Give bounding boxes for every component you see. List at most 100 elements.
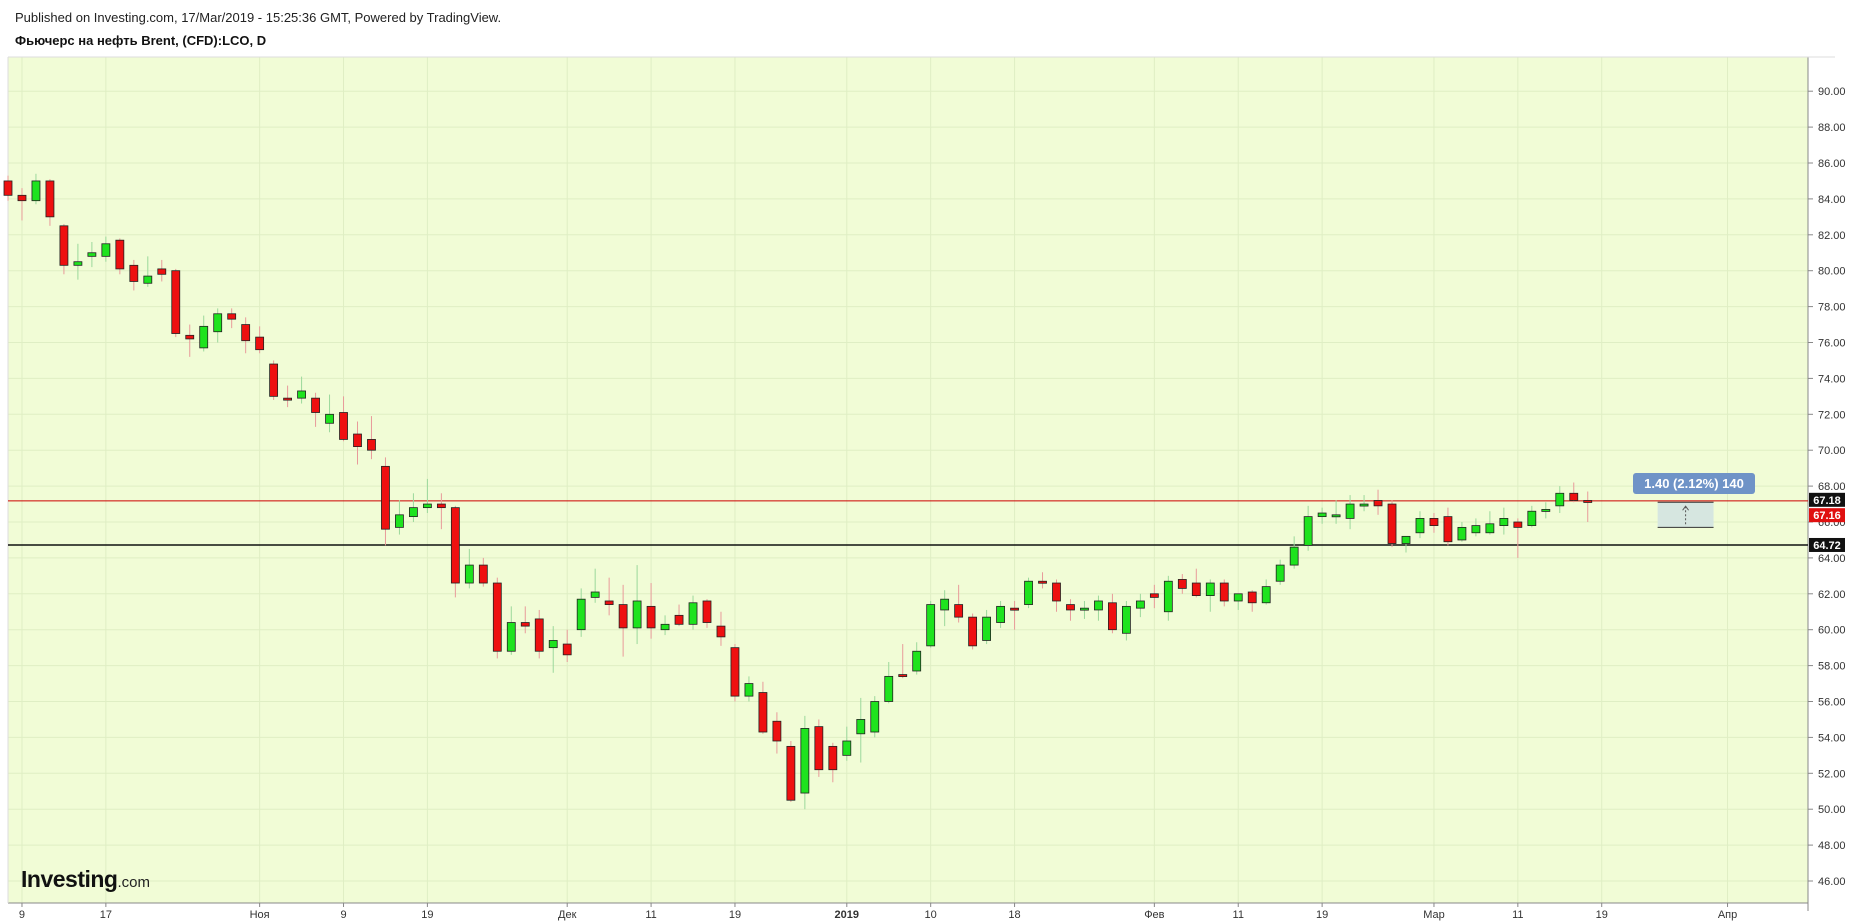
candle-up[interactable] [1471, 525, 1481, 534]
candle-down[interactable] [227, 313, 237, 320]
candle-up[interactable] [940, 598, 950, 611]
candle-up[interactable] [842, 740, 852, 756]
candle-down[interactable] [1247, 591, 1257, 604]
candle-down[interactable] [954, 604, 964, 618]
candle-up[interactable] [213, 313, 223, 333]
candle-up[interactable] [1205, 582, 1215, 596]
candle-up[interactable] [576, 598, 586, 631]
candle-down[interactable] [339, 412, 348, 440]
candle-up[interactable] [422, 503, 432, 509]
candle-up[interactable] [660, 623, 670, 631]
candle-down[interactable] [646, 605, 656, 629]
candle-up[interactable] [1122, 605, 1131, 634]
candle-up[interactable] [1233, 593, 1243, 602]
candle-down[interactable] [618, 604, 628, 629]
candle-up[interactable] [982, 616, 991, 641]
candle-up[interactable] [870, 701, 880, 733]
candle-down[interactable] [1513, 521, 1523, 528]
candle-down[interactable] [255, 336, 265, 351]
candle-up[interactable] [1457, 526, 1467, 541]
candle-down[interactable] [17, 194, 27, 202]
candle-down[interactable] [115, 239, 125, 270]
candle-up[interactable] [1261, 586, 1271, 604]
candle-down[interactable] [367, 439, 376, 451]
candle-up[interactable] [297, 390, 306, 399]
candle-up[interactable] [1094, 600, 1103, 611]
candle-up[interactable] [73, 261, 83, 266]
candle-down[interactable] [241, 324, 251, 342]
candle-down[interactable] [674, 614, 684, 625]
candle-down[interactable] [1569, 492, 1579, 501]
candle-down[interactable] [968, 616, 978, 647]
candle-down[interactable] [1149, 593, 1159, 598]
candle-down[interactable] [716, 625, 726, 638]
candle-down[interactable] [1191, 582, 1201, 596]
candle-up[interactable] [548, 640, 558, 649]
candle-down[interactable] [353, 433, 362, 448]
candle-up[interactable] [1359, 503, 1369, 507]
candle-up[interactable] [325, 413, 334, 424]
candle-down[interactable] [730, 647, 740, 697]
candle-down[interactable] [1108, 602, 1117, 631]
candle-down[interactable] [772, 720, 782, 742]
candle-up[interactable] [912, 650, 922, 672]
candle-down[interactable] [478, 564, 488, 584]
candle-down[interactable] [1387, 503, 1397, 544]
candle-down[interactable] [269, 363, 279, 397]
candle-up[interactable] [996, 605, 1005, 623]
candle-up[interactable] [744, 683, 754, 697]
candle-down[interactable] [1066, 604, 1075, 611]
candle-up[interactable] [632, 600, 642, 629]
candle-down[interactable] [157, 268, 167, 275]
candle-down[interactable] [898, 674, 908, 677]
candle-up[interactable] [1401, 535, 1411, 544]
candle-up[interactable] [1024, 580, 1033, 605]
candle-up[interactable] [1163, 580, 1173, 613]
candle-up[interactable] [506, 622, 516, 652]
candle-up[interactable] [926, 604, 936, 647]
candle-down[interactable] [1443, 516, 1453, 543]
candle-up[interactable] [800, 728, 810, 794]
candle-down[interactable] [381, 465, 390, 530]
candle-down[interactable] [814, 726, 824, 771]
candle-up[interactable] [1415, 518, 1425, 534]
candle-up[interactable] [1485, 523, 1495, 534]
candle-up[interactable] [1275, 564, 1285, 582]
candle-down[interactable] [311, 397, 320, 413]
candle-down[interactable] [1583, 500, 1593, 503]
candle-up[interactable] [1317, 512, 1327, 518]
candle-down[interactable] [283, 397, 293, 401]
candle-up[interactable] [1135, 600, 1145, 609]
candle-up[interactable] [1527, 510, 1537, 526]
candle-down[interactable] [1038, 580, 1047, 584]
candle-up[interactable] [1541, 509, 1551, 512]
candle-up[interactable] [409, 507, 418, 518]
candle-down[interactable] [562, 643, 572, 656]
candle-down[interactable] [492, 582, 502, 652]
candle-up[interactable] [199, 325, 209, 349]
plot-area[interactable] [8, 57, 1808, 903]
candle-up[interactable] [1303, 516, 1313, 546]
candle-down[interactable] [1219, 582, 1229, 602]
candle-down[interactable] [1429, 518, 1439, 526]
candle-up[interactable] [31, 180, 41, 202]
candle-down[interactable] [185, 334, 195, 340]
candle-down[interactable] [758, 692, 768, 733]
candle-up[interactable] [143, 275, 153, 284]
candle-up[interactable] [1331, 514, 1341, 518]
candle-down[interactable] [1052, 582, 1061, 602]
candle-up[interactable] [87, 252, 97, 257]
candle-down[interactable] [129, 264, 139, 282]
candle-up[interactable] [1080, 607, 1089, 611]
candle-down[interactable] [3, 180, 13, 196]
candle-up[interactable] [1499, 518, 1509, 526]
candle-up[interactable] [395, 514, 404, 528]
candle-up[interactable] [884, 675, 894, 702]
candle-down[interactable] [604, 600, 614, 605]
candle-down[interactable] [45, 180, 55, 218]
candle-up[interactable] [856, 719, 866, 735]
candle-up[interactable] [101, 243, 111, 257]
candle-up[interactable] [688, 602, 698, 625]
candle-down[interactable] [702, 600, 712, 623]
